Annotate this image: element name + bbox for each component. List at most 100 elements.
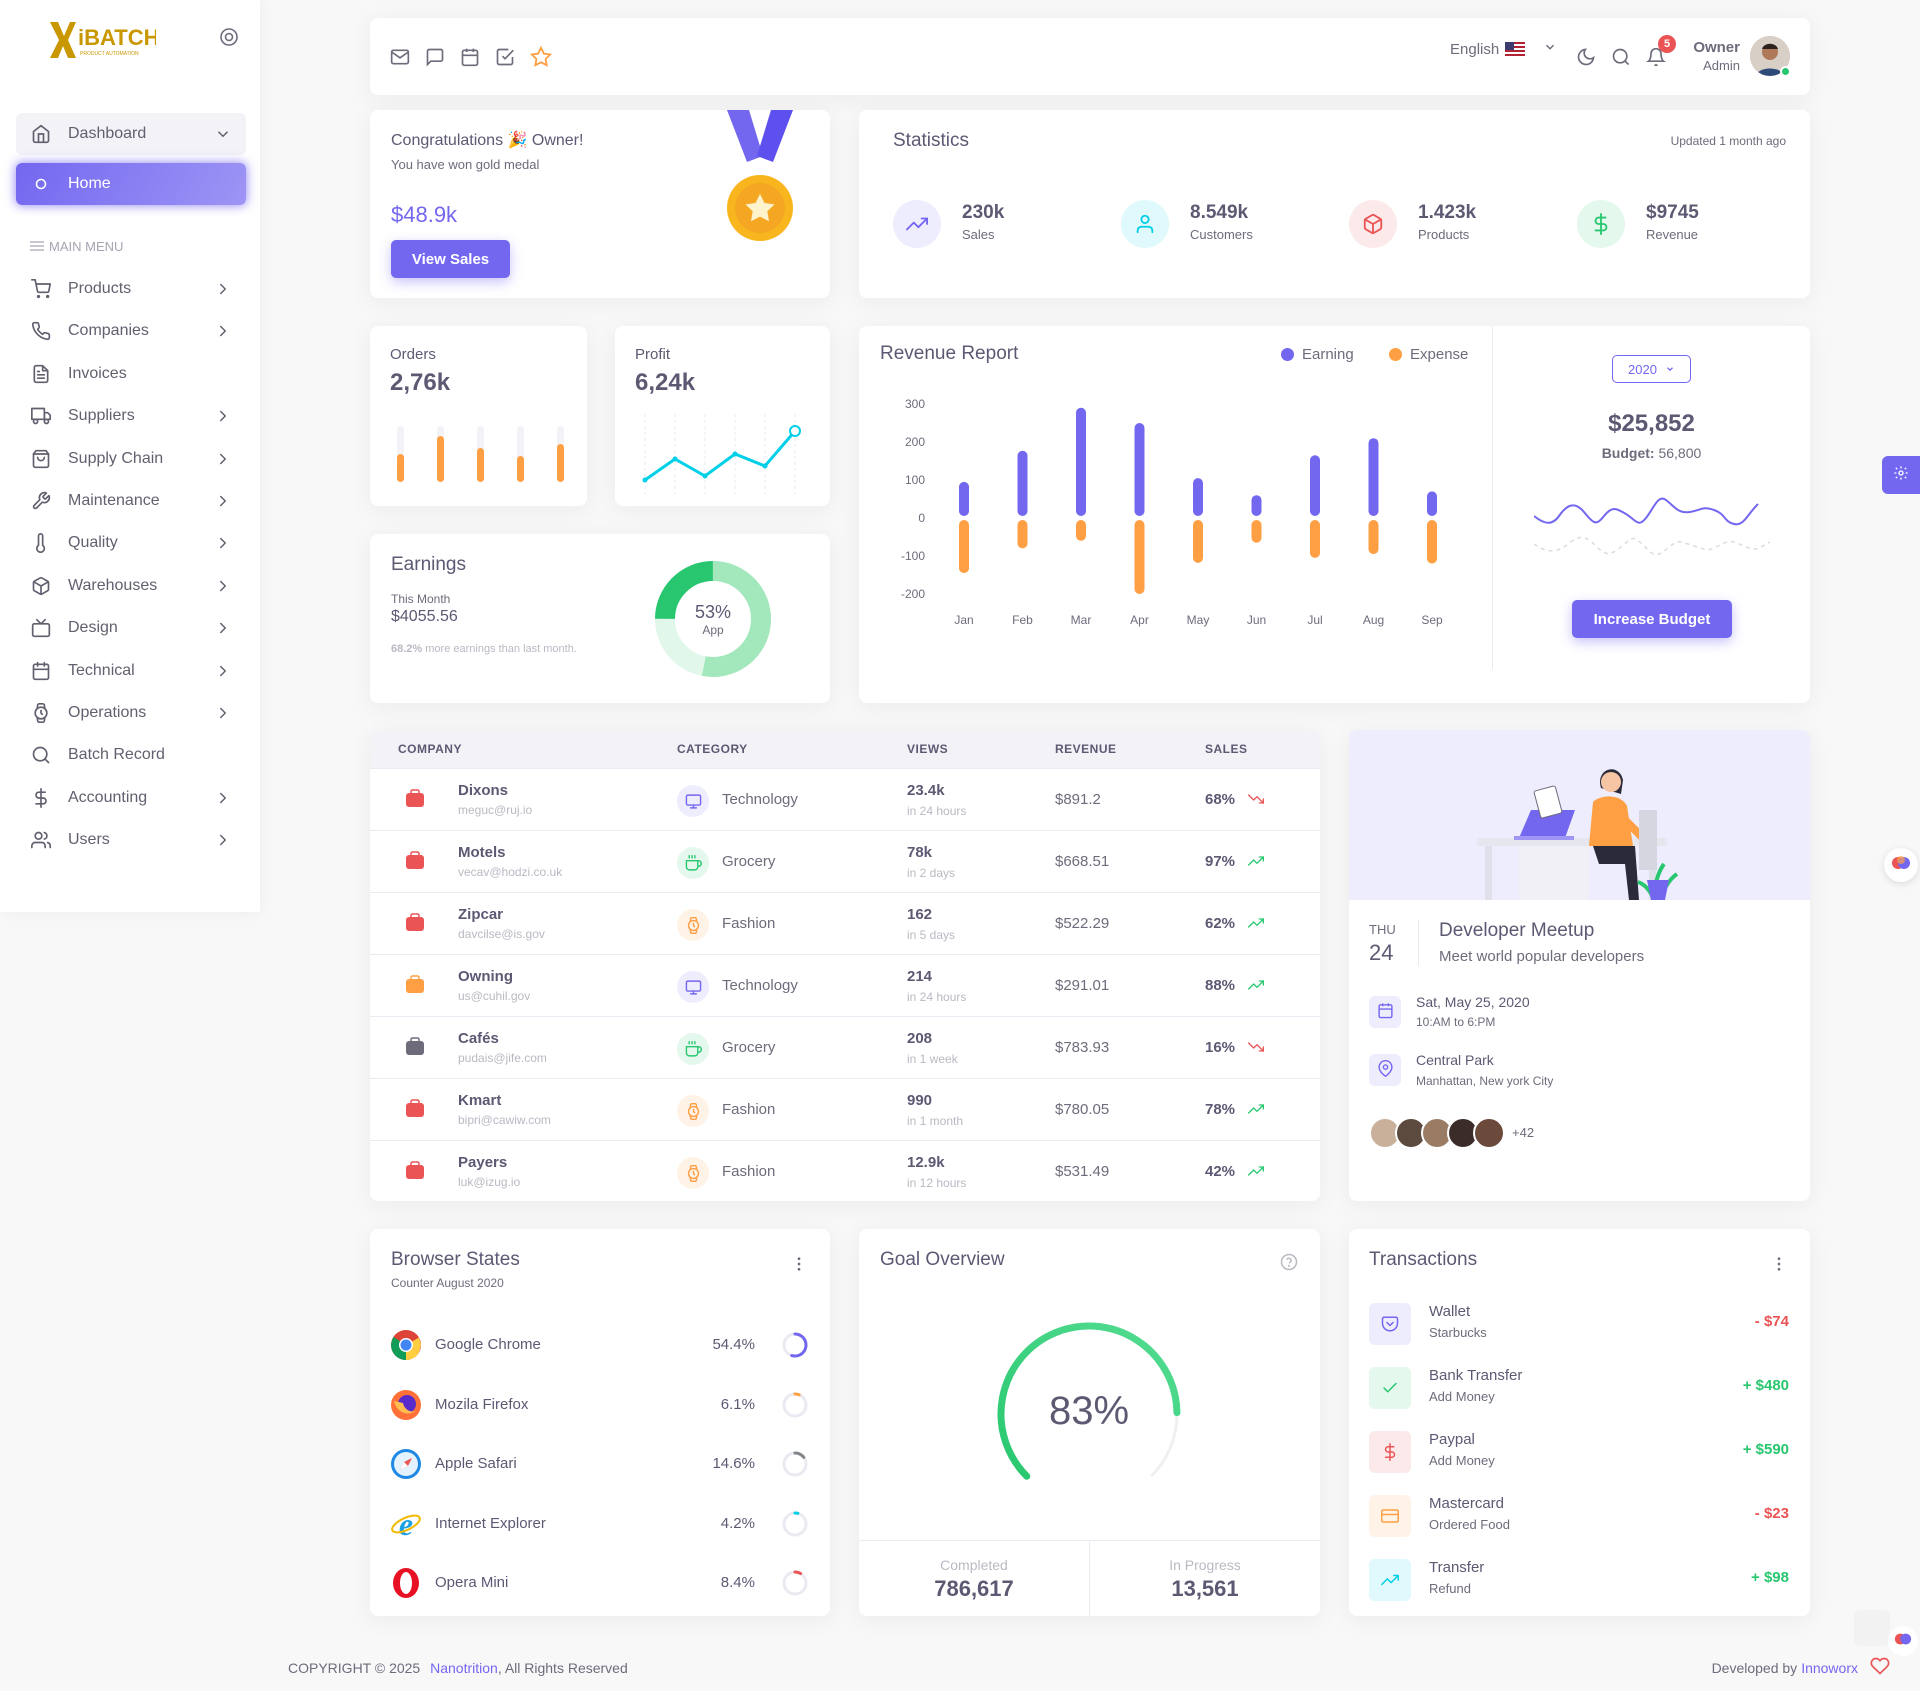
table-row[interactable]: Owning us@cuhil.gov Technology 214 in 24… [370, 954, 1320, 1016]
earnings-title: Earnings [391, 554, 466, 575]
moon-icon[interactable] [1576, 47, 1596, 71]
stat-label: Customers [1190, 227, 1253, 242]
footer-developer-link[interactable]: Innoworx [1801, 1659, 1858, 1676]
sidebar-item-operations[interactable]: Operations [16, 692, 246, 734]
avatar[interactable] [1473, 1117, 1505, 1149]
sidebar-item-label: Design [68, 619, 118, 637]
browser-radial [782, 1392, 808, 1417]
sidebar-item-users[interactable]: Users [16, 819, 246, 861]
help-circle-icon[interactable] [1280, 1253, 1298, 1275]
sidebar-item-products[interactable]: Products [16, 268, 246, 310]
chrome-icon [390, 1329, 422, 1361]
us-flag-icon [1505, 42, 1526, 56]
th-category[interactable]: CATEGORY [677, 742, 748, 756]
th-revenue[interactable]: REVENUE [1055, 742, 1117, 756]
floating-brain-button[interactable] [1884, 848, 1918, 882]
sidebar-item-label: Warehouses [68, 576, 158, 594]
browser-percent: 14.6% [712, 1455, 755, 1472]
nav-dashboard[interactable]: Dashboard [16, 113, 246, 155]
table-row[interactable]: Kmart bipri@cawiw.com Fashion 990 in 1 m… [370, 1078, 1320, 1140]
star-icon[interactable] [529, 45, 553, 72]
footer-company-link[interactable]: Nanotrition [430, 1660, 498, 1676]
more-vertical-icon[interactable] [1770, 1255, 1788, 1277]
company-name: Cafés [458, 1030, 499, 1047]
table-header: COMPANY CATEGORY VIEWS REVENUE SALES [370, 730, 1320, 768]
chat-icon[interactable] [425, 47, 445, 71]
transaction-row[interactable]: Transfer Refund + $98 [1369, 1553, 1789, 1605]
table-row[interactable]: Payers luk@izug.io Fashion 12.9k in 12 h… [370, 1140, 1320, 1201]
th-sales[interactable]: SALES [1205, 742, 1248, 756]
sidebar-item-technical[interactable]: Technical [16, 650, 246, 692]
sidebar-item-design[interactable]: Design [16, 607, 246, 649]
sidebar-item-accounting[interactable]: Accounting [16, 777, 246, 819]
increase-budget-button[interactable]: Increase Budget [1572, 600, 1732, 638]
th-views[interactable]: VIEWS [907, 742, 949, 756]
floating-brain-button-bottom[interactable] [1888, 1626, 1918, 1656]
transaction-sub: Add Money [1429, 1389, 1495, 1404]
company-email: vecav@hodzi.co.uk [458, 865, 563, 879]
meetup-title: Developer Meetup [1439, 920, 1595, 941]
brand-logo[interactable]: iBATCH PRODUCT AUTOMATION [46, 18, 159, 60]
transaction-row[interactable]: Wallet Starbucks - $74 [1369, 1297, 1789, 1349]
table-row[interactable]: Dixons meguc@ruj.io Technology 23.4k in … [370, 768, 1320, 830]
nav-home[interactable]: Home [16, 163, 246, 205]
company-email: luk@izug.io [458, 1175, 521, 1189]
sidebar-item-batch-record[interactable]: Batch Record [16, 734, 246, 776]
table-row[interactable]: Motels vecav@hodzi.co.uk Grocery 78k in … [370, 830, 1320, 892]
trending-down-icon [1248, 1039, 1266, 1057]
x-tick-label: Jun [1247, 613, 1266, 627]
view-sales-button[interactable]: View Sales [391, 240, 510, 278]
check-square-icon[interactable] [495, 47, 515, 71]
search-icon[interactable] [1611, 47, 1631, 71]
transaction-row[interactable]: Mastercard Ordered Food - $23 [1369, 1489, 1789, 1541]
file-text-icon [30, 363, 52, 385]
chevron-down-icon [1543, 40, 1557, 58]
transaction-row[interactable]: Paypal Add Money + $590 [1369, 1425, 1789, 1477]
year-select[interactable]: 2020 [1612, 355, 1691, 383]
bar-expense [1017, 520, 1028, 549]
transaction-name: Wallet [1429, 1303, 1471, 1320]
sidebar-item-maintenance[interactable]: Maintenance [16, 480, 246, 522]
customizer-toggle-button[interactable] [1882, 456, 1920, 494]
company-name: Payers [458, 1154, 508, 1171]
sidebar-item-suppliers[interactable]: Suppliers [16, 395, 246, 437]
table-row[interactable]: Zipcar davcilse@is.gov Fashion 162 in 5 … [370, 892, 1320, 954]
collapse-toggle-icon[interactable] [219, 27, 239, 47]
pocket-icon [1369, 1303, 1411, 1345]
scroll-top-button[interactable] [1854, 1610, 1890, 1646]
transaction-name: Mastercard [1429, 1495, 1505, 1512]
trending-up-icon [1248, 977, 1266, 995]
monitor-icon [677, 971, 709, 1003]
check-icon [1369, 1367, 1411, 1409]
transaction-row[interactable]: Bank Transfer Add Money + $480 [1369, 1361, 1789, 1413]
user-name[interactable]: Owner [1693, 39, 1740, 56]
footer-developed: Developed by Innoworx [1712, 1656, 1890, 1679]
sidebar-item-quality[interactable]: Quality [16, 522, 246, 564]
stat-value: 1.423k [1418, 202, 1477, 223]
mail-icon[interactable] [390, 47, 410, 71]
category-label: Fashion [722, 1163, 776, 1180]
more-vertical-icon[interactable] [790, 1255, 808, 1277]
heart-icon [1870, 1656, 1890, 1679]
stat-value: 8.549k [1190, 202, 1249, 223]
chevron-right-icon [214, 450, 232, 468]
avatar[interactable] [1750, 36, 1790, 76]
bar-earning [1193, 478, 1203, 516]
views-value: 162 [907, 906, 933, 923]
category-label: Fashion [722, 1101, 776, 1118]
statistics-title: Statistics [893, 130, 970, 151]
bell-icon[interactable] [1645, 47, 1667, 71]
sidebar-item-supply-chain[interactable]: Supply Chain [16, 438, 246, 480]
table-row[interactable]: Cafés pudais@jife.com Grocery 208 in 1 w… [370, 1016, 1320, 1078]
sidebar-item-warehouses[interactable]: Warehouses [16, 565, 246, 607]
sidebar-item-invoices[interactable]: Invoices [16, 353, 246, 395]
th-company[interactable]: COMPANY [398, 742, 462, 756]
calendar-icon[interactable] [460, 47, 480, 71]
browser-row: Mozila Firefox 6.1% [390, 1385, 810, 1425]
browser-percent: 4.2% [720, 1514, 755, 1532]
language-select[interactable]: English [1450, 40, 1557, 58]
sidebar-item-companies[interactable]: Companies [16, 310, 246, 352]
revenue-value: $668.51 [1055, 853, 1110, 870]
meetup-day: THU [1369, 922, 1396, 937]
sidebar-item-label: Suppliers [68, 407, 135, 425]
